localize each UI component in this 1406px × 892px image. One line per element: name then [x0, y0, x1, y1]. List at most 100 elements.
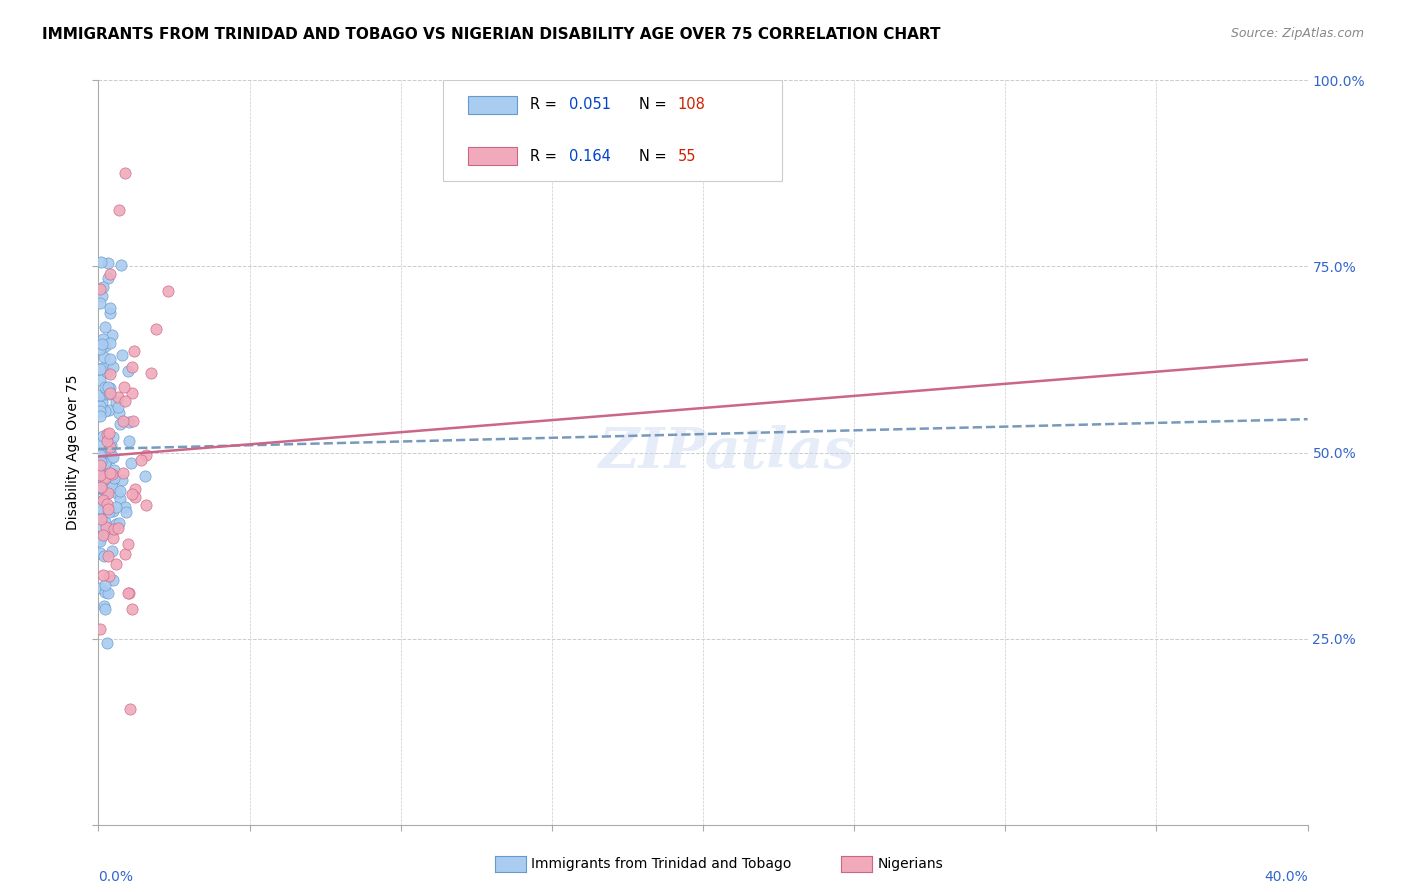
- Point: [89, 343, 111, 357]
- Point: [89, 448, 111, 462]
- Point: [89, 581, 111, 595]
- Point: [145, 322, 167, 336]
- Point: [117, 364, 139, 378]
- Point: [98, 521, 121, 535]
- Point: [118, 586, 141, 600]
- Point: [101, 450, 124, 464]
- Point: [110, 491, 132, 506]
- Point: [100, 450, 122, 465]
- Point: [91, 528, 114, 542]
- Point: [91, 361, 114, 376]
- Point: [111, 348, 134, 362]
- Point: [89, 282, 111, 296]
- Point: [118, 416, 141, 430]
- Point: [89, 463, 111, 477]
- Point: [104, 516, 127, 531]
- Point: [90, 455, 112, 469]
- Point: [89, 622, 111, 636]
- Point: [96, 365, 118, 379]
- Point: [114, 166, 136, 180]
- Point: [98, 505, 121, 519]
- Point: [89, 403, 111, 417]
- Point: [97, 569, 120, 583]
- Point: [91, 429, 114, 443]
- Point: [93, 471, 115, 485]
- Point: [89, 532, 111, 546]
- Point: [91, 568, 114, 582]
- Point: [91, 503, 114, 517]
- Point: [104, 394, 127, 409]
- Point: [98, 368, 121, 382]
- Point: [110, 483, 132, 498]
- Point: [97, 402, 120, 417]
- Text: Source: ZipAtlas.com: Source: ZipAtlas.com: [1230, 27, 1364, 40]
- Point: [94, 339, 117, 353]
- Point: [89, 409, 111, 423]
- Point: [96, 497, 118, 511]
- Point: [89, 510, 111, 524]
- Point: [157, 284, 180, 298]
- Point: [107, 390, 129, 404]
- Point: [94, 468, 117, 483]
- Point: [100, 438, 122, 452]
- Point: [129, 453, 152, 467]
- Point: [90, 479, 112, 493]
- Point: [90, 512, 112, 526]
- Point: [89, 361, 111, 376]
- Text: 40.0%: 40.0%: [1264, 870, 1308, 884]
- Point: [91, 493, 114, 508]
- Point: [90, 520, 112, 534]
- Point: [118, 434, 141, 449]
- Point: [104, 558, 127, 572]
- Point: [91, 280, 114, 294]
- Text: R =: R =: [530, 97, 561, 112]
- Point: [93, 386, 115, 401]
- Point: [89, 373, 111, 387]
- Point: [97, 483, 120, 498]
- Point: [135, 498, 157, 512]
- Point: [94, 382, 117, 396]
- Point: [93, 578, 115, 592]
- Point: [105, 500, 128, 515]
- Point: [114, 500, 136, 515]
- Point: [100, 544, 122, 558]
- Point: [89, 468, 111, 483]
- Y-axis label: Disability Age Over 75: Disability Age Over 75: [66, 375, 80, 531]
- Point: [120, 456, 142, 470]
- Point: [103, 430, 125, 444]
- Point: [108, 417, 131, 432]
- Text: 0.051: 0.051: [569, 97, 610, 112]
- Point: [89, 458, 111, 473]
- Point: [89, 399, 111, 413]
- Point: [112, 380, 135, 394]
- Point: [121, 602, 143, 616]
- Point: [97, 270, 120, 285]
- Point: [96, 427, 118, 442]
- Point: [96, 526, 118, 541]
- Point: [108, 406, 131, 420]
- Point: [93, 549, 115, 563]
- Point: [101, 504, 124, 518]
- FancyBboxPatch shape: [468, 147, 517, 165]
- Point: [98, 467, 121, 481]
- FancyBboxPatch shape: [443, 80, 782, 181]
- Text: 0.164: 0.164: [569, 149, 610, 164]
- Point: [103, 574, 125, 588]
- Point: [96, 636, 118, 650]
- Point: [89, 388, 111, 402]
- Point: [121, 385, 143, 400]
- Point: [97, 256, 120, 270]
- Point: [96, 434, 118, 449]
- FancyBboxPatch shape: [468, 96, 517, 114]
- Point: [96, 586, 118, 600]
- Point: [96, 520, 118, 534]
- Text: 108: 108: [678, 97, 706, 112]
- Point: [100, 328, 122, 343]
- Point: [111, 414, 134, 428]
- Point: [94, 585, 117, 599]
- Point: [98, 305, 121, 319]
- Point: [117, 537, 139, 551]
- Point: [97, 429, 120, 443]
- Point: [89, 436, 111, 450]
- Point: [96, 468, 118, 483]
